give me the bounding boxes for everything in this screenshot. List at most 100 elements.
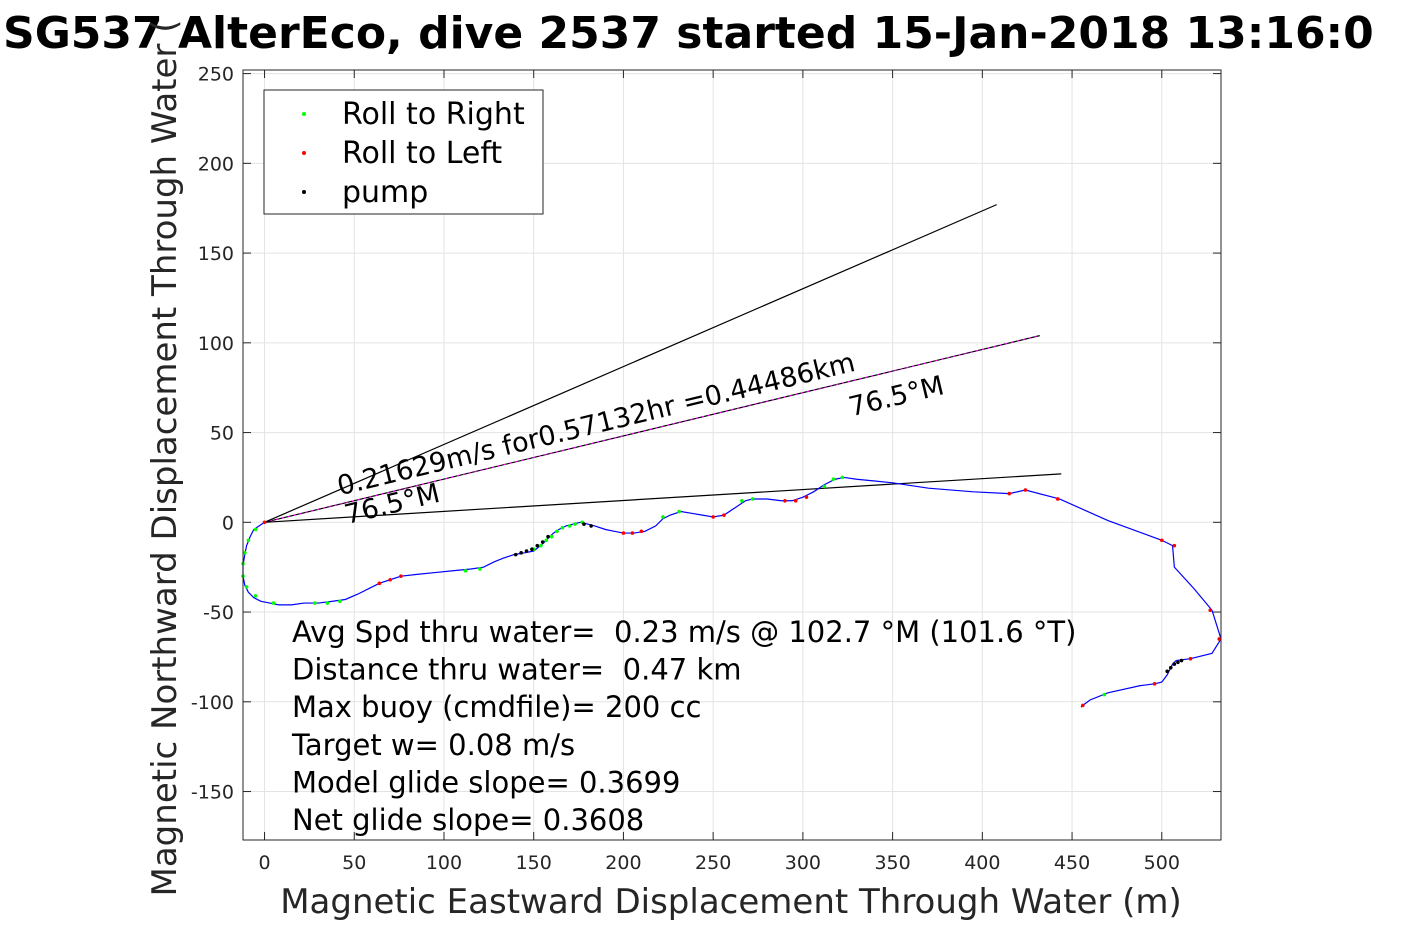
roll-left-point [1217, 637, 1222, 641]
roll-left-point [1188, 656, 1193, 661]
roll-right-point [246, 538, 251, 543]
pump-point [582, 522, 586, 526]
roll-right-point [325, 601, 330, 605]
roll-left-point [639, 529, 644, 534]
x-tick-label: 300 [785, 852, 821, 874]
stat-line: Net glide slope= 0.3608 [292, 803, 644, 837]
roll-right-point [244, 585, 249, 589]
roll-right-point [544, 538, 549, 543]
pump-point [1165, 669, 1169, 674]
legend-label: pump [342, 175, 428, 210]
roll-left-point [783, 498, 787, 503]
pump-point [535, 543, 540, 548]
y-tick-label: 0 [222, 512, 234, 534]
y-tick-label: 50 [210, 423, 234, 445]
roll-right-point [750, 497, 755, 501]
x-tick-label: 100 [426, 852, 462, 874]
roll-right-point [338, 599, 342, 604]
roll-left-point [711, 515, 715, 519]
roll-right-point [253, 594, 258, 598]
pump-point [540, 540, 545, 544]
plot-frame [242, 69, 1222, 841]
pump-point [1176, 660, 1180, 665]
pump-point [519, 551, 523, 555]
roll-left-point [262, 520, 267, 525]
y-tick-label: -150 [191, 782, 234, 804]
x-tick-label: 0 [258, 852, 270, 874]
y-tick-label: 200 [198, 153, 234, 175]
roll-right-point [822, 484, 827, 489]
axis-ticks: 0 50 100 150 200 250 300 350 400 450 500-150-100-5… [191, 64, 1221, 874]
roll-markers [241, 475, 1222, 708]
y-tick-label: -100 [191, 692, 234, 714]
roll-left-point [1023, 488, 1028, 492]
roll-left-point [1208, 608, 1213, 613]
chart-title: SG537 AlterEco, dive 2537 started 15-Jan… [3, 8, 1374, 59]
legend-marker [302, 151, 306, 155]
roll-left-point [793, 498, 798, 503]
roll-right-point [271, 601, 276, 605]
roll-right-point [312, 601, 317, 605]
x-tick-label: 400 [964, 852, 1000, 874]
x-tick-label: 450 [1054, 852, 1090, 874]
x-tick-label: 250 [695, 852, 731, 874]
roll-left-point [1055, 497, 1060, 501]
legend-marker [302, 190, 306, 194]
roll-left-point [388, 577, 392, 582]
y-tick-label: 250 [198, 64, 234, 86]
roll-right-point [478, 567, 482, 571]
dive-stats: Avg Spd thru water= 0.23 m/s @ 102.7 °M … [291, 615, 1076, 837]
roll-left-point [1159, 538, 1164, 543]
roll-right-point [831, 477, 836, 482]
stat-line: Target w= 0.08 m/s [291, 728, 575, 762]
roll-right-point [463, 568, 468, 573]
x-axis-label: Magnetic Eastward Displacement Through W… [280, 882, 1182, 922]
heading-line [264, 473, 1062, 523]
roll-right-point [549, 534, 554, 539]
roll-right-point [573, 522, 577, 526]
pump-point [1168, 665, 1173, 670]
legend-label: Roll to Right [342, 97, 525, 132]
pump-point [589, 524, 593, 528]
roll-left-point [1152, 682, 1157, 686]
roll-right-point [560, 525, 565, 530]
roll-right-point [242, 551, 247, 555]
dive-track-line [242, 476, 1222, 708]
roll-left-point [630, 531, 635, 535]
x-tick-label: 200 [605, 852, 641, 874]
roll-right-point [567, 524, 572, 528]
stat-line: Avg Spd thru water= 0.23 m/s @ 102.7 °M … [292, 615, 1076, 649]
roll-right-point [677, 509, 681, 514]
heading-line-overlay [264, 335, 1040, 523]
roll-left-point [1081, 703, 1085, 708]
roll-right-point [840, 475, 845, 480]
pump-point [524, 549, 529, 553]
stat-line: Distance thru water= 0.47 km [292, 653, 742, 687]
x-tick-label: 350 [874, 852, 910, 874]
legend-box [263, 89, 544, 215]
legend-marker [302, 112, 306, 116]
legend-label: Roll to Left [342, 136, 502, 171]
pump-point [1179, 658, 1184, 663]
x-tick-label: 150 [516, 852, 552, 874]
roll-right-point [539, 543, 543, 548]
roll-left-point [621, 531, 626, 535]
roll-right-point [1102, 692, 1107, 697]
y-tick-label: 100 [198, 333, 234, 355]
roll-left-point [722, 513, 726, 517]
pump-point [513, 552, 518, 557]
heading-lines [264, 204, 1062, 523]
roll-left-point [377, 581, 382, 586]
x-tick-label: 50 [342, 852, 366, 874]
x-tick-label: 500 [1144, 852, 1180, 874]
pump-point [546, 534, 550, 539]
roll-left-point [804, 495, 809, 499]
roll-left-point [1172, 543, 1177, 548]
roll-left-point [399, 574, 403, 578]
roll-right-point [740, 498, 744, 503]
roll-right-point [555, 529, 559, 534]
pump-point [530, 547, 534, 552]
roll-right-point [253, 527, 258, 532]
stat-line: Model glide slope= 0.3699 [292, 765, 680, 799]
